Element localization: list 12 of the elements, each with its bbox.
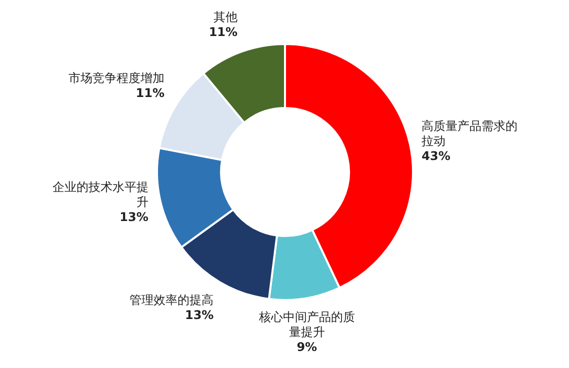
data-label: 11% <box>208 25 238 40</box>
slice-label: 其他 <box>212 10 238 26</box>
data-label: 9% <box>296 340 318 356</box>
slice-label: 高质量产品需求的拉动 <box>422 118 518 149</box>
slice-label: 管理效率的提高 <box>128 292 214 308</box>
data-label: 11% <box>134 86 164 101</box>
data-label: 13% <box>118 210 148 226</box>
data-label: 13% <box>184 308 214 322</box>
slice-label: 市场竞争程度增加 <box>68 70 164 86</box>
slice-label: 核心中间产品的质量提升 <box>258 310 355 340</box>
data-label: 43% <box>422 148 452 164</box>
slice-label: 企业的技术水平提升 <box>52 180 148 210</box>
